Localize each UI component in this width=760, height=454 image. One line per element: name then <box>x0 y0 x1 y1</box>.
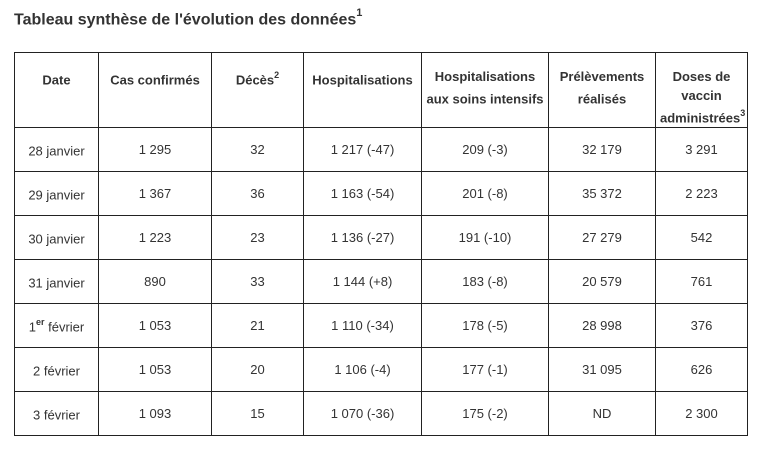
table-row: 28 janvier 1 295 32 1 217 (-47) 209 (-3)… <box>14 127 748 173</box>
cell-deaths: 36 <box>211 171 304 217</box>
header-hospitalizations: Hospitalisations <box>303 51 422 129</box>
header-tests: Prélèvements réalisés <box>548 51 656 129</box>
cell-vaccine-doses: 3 291 <box>655 127 748 173</box>
cell-tests: 20 579 <box>548 259 656 305</box>
cell-intensive-care: 175 (-2) <box>421 391 549 437</box>
cell-deaths: 23 <box>211 215 304 261</box>
cell-date: 30 janvier <box>14 215 99 261</box>
cell-hospitalizations: 1 144 (+8) <box>303 259 422 305</box>
table-row: 1er février 1 053 21 1 110 (-34) 178 (-5… <box>14 303 748 349</box>
header-intensive-care-label: Hospitalisations aux soins intensifs <box>426 69 544 107</box>
cell-hospitalizations: 1 110 (-34) <box>303 303 422 349</box>
date-text: 30 janvier <box>28 230 85 246</box>
cell-vaccine-doses: 2 300 <box>655 391 748 437</box>
cell-tests: 32 179 <box>548 127 656 173</box>
date-ordinal: er <box>35 316 45 327</box>
header-vaccine-doses-footnote: 3 <box>740 108 746 118</box>
date-text: 28 janvier <box>28 142 85 158</box>
cell-date: 1er février <box>14 303 99 349</box>
cell-deaths: 32 <box>211 127 304 173</box>
header-vaccine-doses: Doses de vaccin administrées3 <box>655 51 748 129</box>
cell-hospitalizations: 1 217 (-47) <box>303 127 422 173</box>
header-deaths-footnote: 2 <box>274 70 280 80</box>
cell-vaccine-doses: 761 <box>655 259 748 305</box>
title-footnote-marker: 1 <box>356 7 363 19</box>
date-text: 2 février <box>33 362 80 378</box>
date-text: 3 février <box>33 406 80 422</box>
table-row: 29 janvier 1 367 36 1 163 (-54) 201 (-8)… <box>14 171 748 217</box>
cell-deaths: 15 <box>211 391 304 437</box>
header-hospitalizations-label: Hospitalisations <box>312 72 413 88</box>
cell-deaths: 33 <box>211 259 304 305</box>
date-text: 31 janvier <box>28 274 85 290</box>
cell-confirmed-cases: 1 367 <box>98 171 212 217</box>
cell-intensive-care: 177 (-1) <box>421 347 549 393</box>
cell-date: 28 janvier <box>14 127 99 173</box>
cell-vaccine-doses: 2 223 <box>655 171 748 217</box>
cell-confirmed-cases: 1 093 <box>98 391 212 437</box>
cell-intensive-care: 209 (-3) <box>421 127 549 173</box>
date-text: 29 janvier <box>28 186 85 202</box>
cell-confirmed-cases: 890 <box>98 259 212 305</box>
cell-tests: 28 998 <box>548 303 656 349</box>
table-title: Tableau synthèse de l'évolution des donn… <box>14 7 363 29</box>
cell-intensive-care: 191 (-10) <box>421 215 549 261</box>
header-vaccine-doses-label: Doses de vaccin administrées <box>660 69 741 126</box>
header-date-label: Date <box>42 72 71 88</box>
cell-confirmed-cases: 1 053 <box>98 347 212 393</box>
date-text: 1 <box>28 318 36 334</box>
cell-intensive-care: 178 (-5) <box>421 303 549 349</box>
cell-hospitalizations: 1 136 (-27) <box>303 215 422 261</box>
table-row: 3 février 1 093 15 1 070 (-36) 175 (-2) … <box>14 391 748 437</box>
cell-tests: 35 372 <box>548 171 656 217</box>
header-confirmed-cases-label: Cas confirmés <box>110 72 200 88</box>
cell-vaccine-doses: 376 <box>655 303 748 349</box>
header-deaths-label: Décès <box>235 72 275 88</box>
date-month: février <box>44 318 85 334</box>
table-body: 28 janvier 1 295 32 1 217 (-47) 209 (-3)… <box>14 127 748 437</box>
cell-date: 3 février <box>14 391 99 437</box>
cell-vaccine-doses: 626 <box>655 347 748 393</box>
cell-tests: 27 279 <box>548 215 656 261</box>
table-title-text: Tableau synthèse de l'évolution des donn… <box>14 11 357 29</box>
cell-date: 31 janvier <box>14 259 99 305</box>
cell-date: 29 janvier <box>14 171 99 217</box>
header-date: Date <box>14 51 99 129</box>
cell-confirmed-cases: 1 295 <box>98 127 212 173</box>
table-header: Date Cas confirmés Décès2 Hospitalisatio… <box>14 51 748 129</box>
summary-table: Date Cas confirmés Décès2 Hospitalisatio… <box>14 51 748 437</box>
cell-date: 2 février <box>14 347 99 393</box>
header-confirmed-cases: Cas confirmés <box>98 51 212 129</box>
cell-deaths: 21 <box>211 303 304 349</box>
cell-confirmed-cases: 1 223 <box>98 215 212 261</box>
cell-confirmed-cases: 1 053 <box>98 303 212 349</box>
cell-hospitalizations: 1 106 (-4) <box>303 347 422 393</box>
header-deaths: Décès2 <box>211 51 304 129</box>
cell-tests: 31 095 <box>548 347 656 393</box>
table-row: 31 janvier 890 33 1 144 (+8) 183 (-8) 20… <box>14 259 748 305</box>
cell-hospitalizations: 1 163 (-54) <box>303 171 422 217</box>
cell-intensive-care: 201 (-8) <box>421 171 549 217</box>
cell-vaccine-doses: 542 <box>655 215 748 261</box>
table-row: 30 janvier 1 223 23 1 136 (-27) 191 (-10… <box>14 215 748 261</box>
header-tests-label: Prélèvements réalisés <box>559 69 645 107</box>
header-intensive-care: Hospitalisations aux soins intensifs <box>421 51 549 129</box>
cell-tests: ND <box>548 391 656 437</box>
cell-hospitalizations: 1 070 (-36) <box>303 391 422 437</box>
cell-intensive-care: 183 (-8) <box>421 259 549 305</box>
cell-deaths: 20 <box>211 347 304 393</box>
table-row: 2 février 1 053 20 1 106 (-4) 177 (-1) 3… <box>14 347 748 393</box>
header-row: Date Cas confirmés Décès2 Hospitalisatio… <box>14 51 748 129</box>
